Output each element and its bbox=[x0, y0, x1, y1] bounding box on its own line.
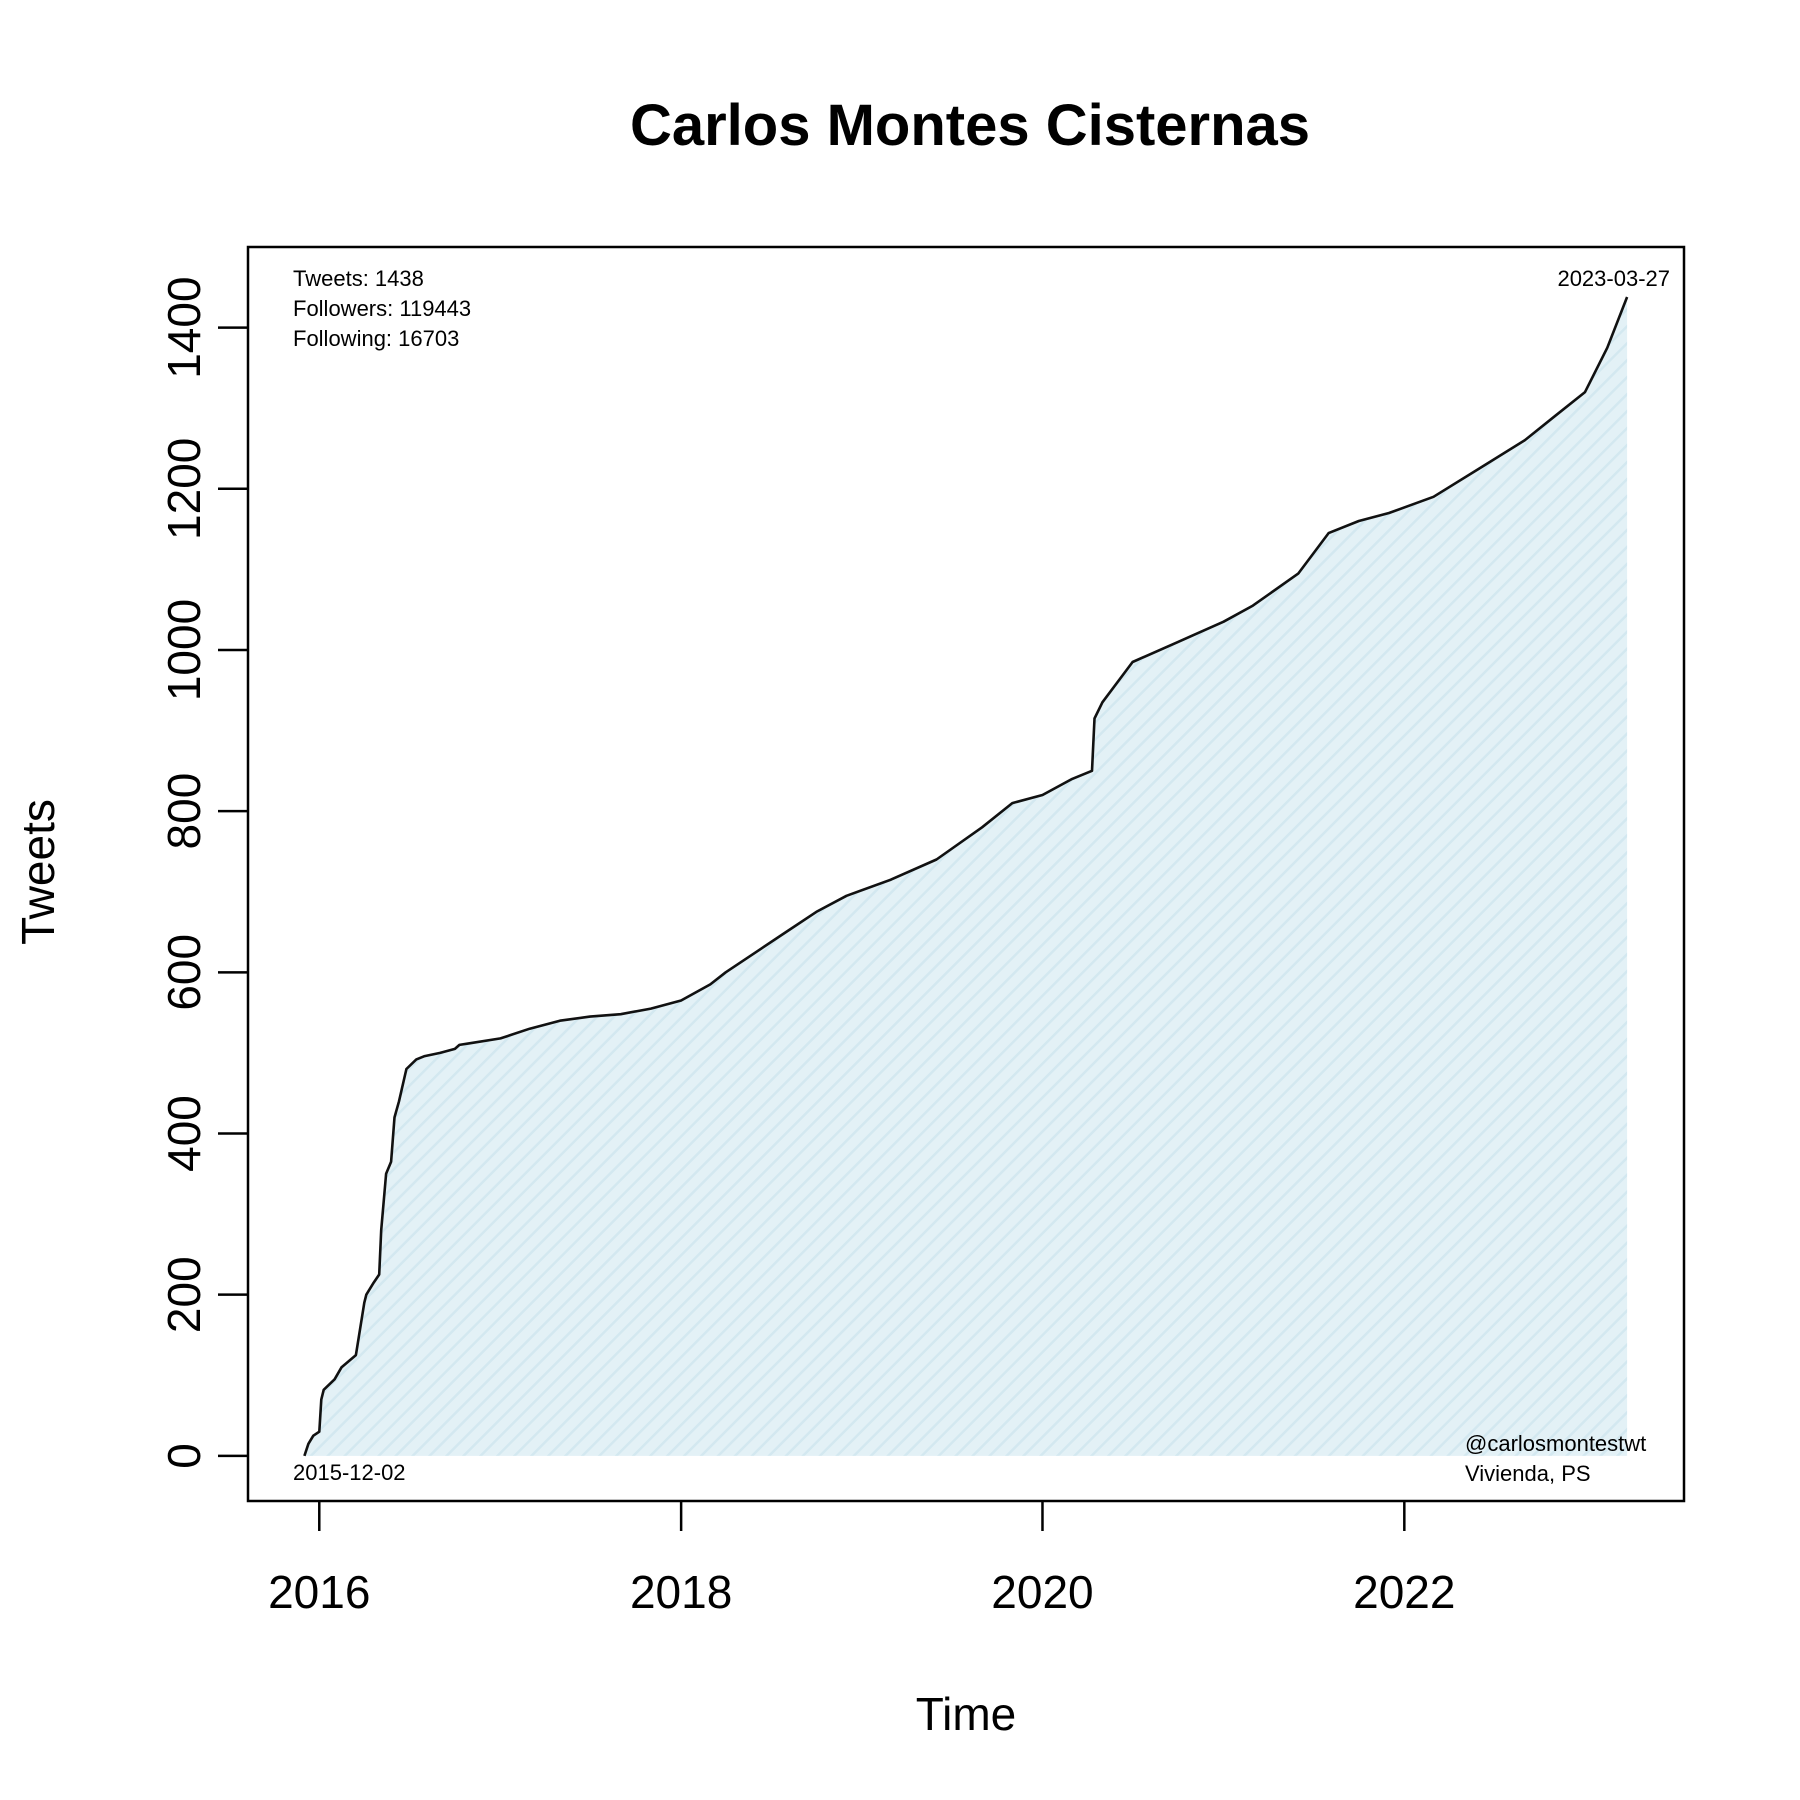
y-axis-title: Tweets bbox=[12, 799, 64, 945]
affiliation-note: Vivienda, PS bbox=[1465, 1461, 1591, 1486]
y-tick-label: 1000 bbox=[158, 599, 210, 701]
cumulative-area-fill bbox=[304, 297, 1628, 1456]
y-tick-label: 600 bbox=[158, 934, 210, 1011]
x-axis: 2016 2018 2020 2022 bbox=[268, 1501, 1455, 1618]
x-tick-label: 2016 bbox=[268, 1566, 370, 1618]
y-axis: 0 200 400 600 800 1000 1200 1400 bbox=[158, 276, 248, 1469]
plot-frame bbox=[246, 245, 1686, 1503]
x-axis-title: Time bbox=[916, 1688, 1017, 1740]
following-count-note: Following: 16703 bbox=[293, 326, 459, 351]
x-tick-label: 2020 bbox=[991, 1566, 1093, 1618]
start-date-note: 2015-12-02 bbox=[293, 1460, 406, 1485]
x-tick-label: 2022 bbox=[1353, 1566, 1455, 1618]
tweets-count-note: Tweets: 1438 bbox=[293, 266, 424, 291]
y-tick-label: 800 bbox=[158, 773, 210, 850]
chart-title: Carlos Montes Cisternas bbox=[630, 93, 1310, 158]
cumulative-tweets-line bbox=[303, 296, 1629, 1457]
plot-area bbox=[303, 296, 1629, 1457]
handle-note: @carlosmontestwt bbox=[1465, 1431, 1646, 1456]
followers-count-note: Followers: 119443 bbox=[293, 296, 471, 321]
y-tick-label: 0 bbox=[158, 1443, 210, 1469]
y-tick-label: 400 bbox=[158, 1095, 210, 1172]
x-tick-label: 2018 bbox=[630, 1566, 732, 1618]
y-tick-label: 200 bbox=[158, 1256, 210, 1333]
y-tick-label: 1200 bbox=[158, 438, 210, 540]
end-date-note: 2023-03-27 bbox=[1557, 266, 1670, 291]
y-tick-label: 1400 bbox=[158, 276, 210, 378]
